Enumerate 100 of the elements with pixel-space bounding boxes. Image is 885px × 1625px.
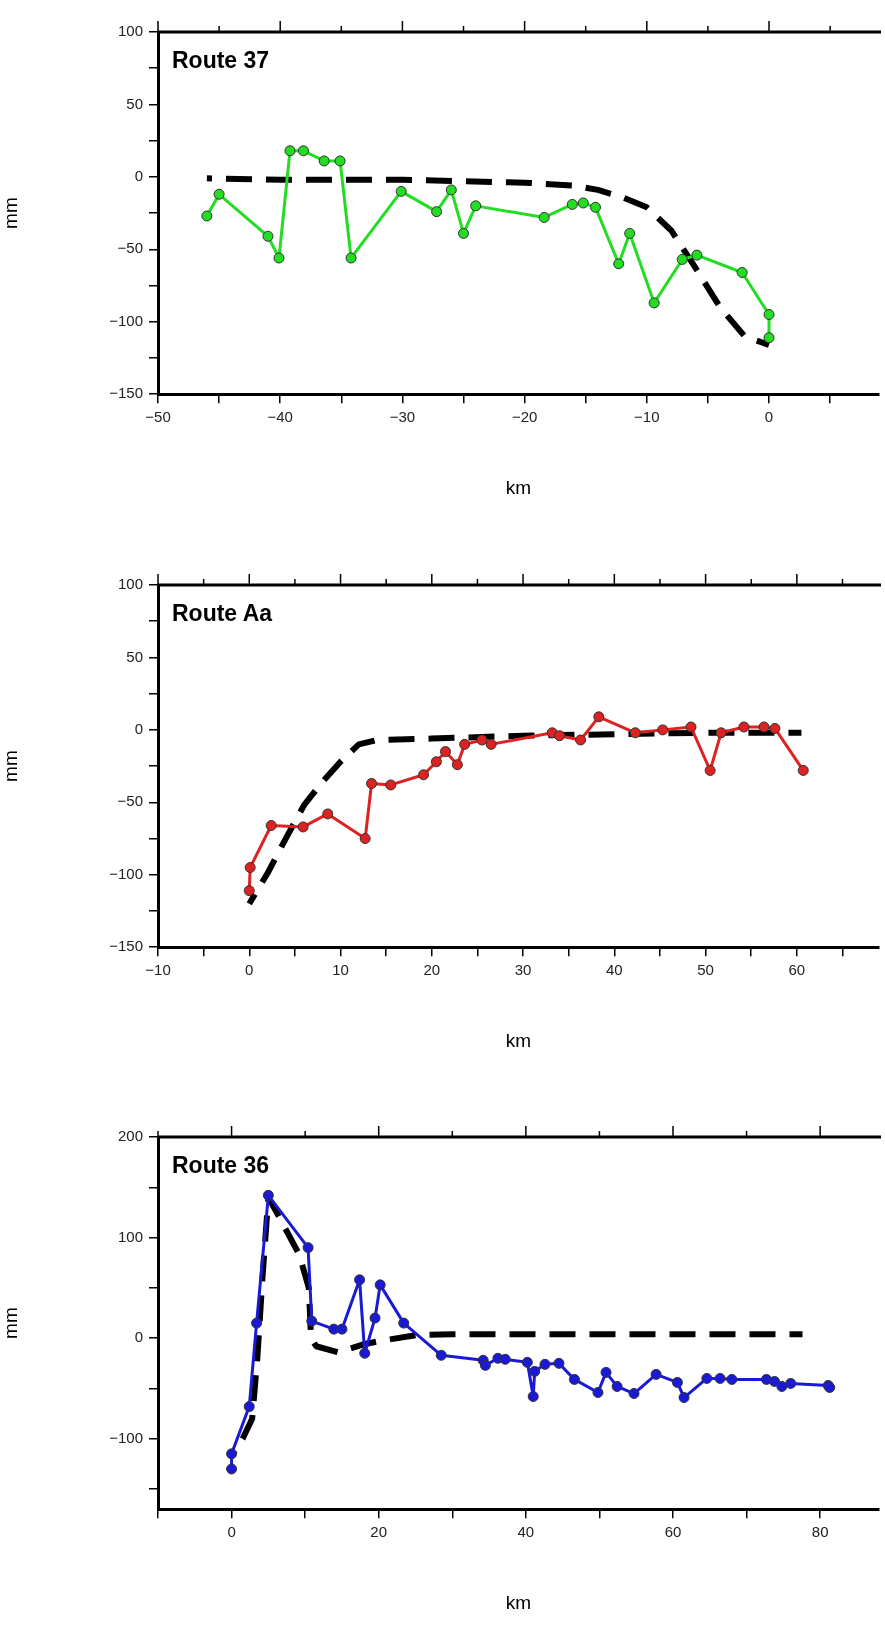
point bbox=[476, 734, 488, 746]
point bbox=[691, 249, 703, 261]
point bbox=[704, 764, 716, 776]
point bbox=[431, 206, 443, 218]
point bbox=[527, 1391, 539, 1403]
x-tick-label: 80 bbox=[811, 1523, 829, 1541]
x-tick-label: 0 bbox=[227, 1523, 236, 1541]
point bbox=[244, 862, 256, 874]
point bbox=[600, 1366, 612, 1378]
point bbox=[243, 885, 255, 897]
y-axis-title: mm bbox=[0, 1307, 21, 1339]
y-tick-label: −100 bbox=[109, 311, 143, 329]
x-tick-label: 0 bbox=[764, 408, 774, 426]
point bbox=[201, 210, 213, 222]
point bbox=[776, 1380, 788, 1392]
point bbox=[624, 227, 636, 239]
point bbox=[318, 155, 330, 167]
x-axis-title: km bbox=[505, 1029, 532, 1051]
point bbox=[262, 1189, 274, 1201]
text: Route 36 bbox=[172, 1151, 270, 1178]
point bbox=[322, 808, 334, 820]
point bbox=[593, 711, 605, 723]
x-tick-label: −10 bbox=[634, 408, 660, 426]
text: Route Aa bbox=[172, 599, 273, 626]
x-tick-label: 20 bbox=[423, 961, 441, 979]
point bbox=[306, 1315, 318, 1327]
point bbox=[251, 1317, 263, 1329]
point bbox=[499, 1353, 511, 1365]
point bbox=[451, 759, 463, 771]
y-tick-label: 50 bbox=[126, 647, 143, 665]
point bbox=[650, 1368, 662, 1380]
y-tick-label: 0 bbox=[134, 167, 143, 185]
point bbox=[521, 1356, 533, 1368]
x-tick-label: −40 bbox=[267, 408, 293, 426]
point bbox=[726, 1373, 738, 1385]
x-tick-label: 60 bbox=[664, 1523, 682, 1541]
point bbox=[369, 1312, 381, 1324]
point bbox=[479, 1359, 491, 1371]
y-tick-label: 100 bbox=[117, 1227, 143, 1245]
y-tick-label: −100 bbox=[109, 1428, 143, 1446]
point bbox=[769, 722, 781, 734]
y-tick-label: 100 bbox=[117, 22, 143, 40]
point bbox=[458, 227, 470, 239]
point bbox=[395, 185, 407, 197]
point bbox=[284, 145, 296, 157]
point bbox=[439, 746, 451, 758]
x-tick-label: −30 bbox=[389, 408, 416, 426]
point bbox=[566, 198, 578, 210]
point bbox=[629, 727, 641, 739]
point bbox=[359, 1347, 371, 1359]
point bbox=[529, 1365, 541, 1377]
point bbox=[763, 309, 775, 321]
point bbox=[336, 1323, 348, 1335]
point bbox=[676, 253, 688, 265]
point bbox=[589, 201, 601, 213]
x-tick-label: 10 bbox=[332, 961, 349, 979]
y-tick-label: 100 bbox=[117, 575, 143, 593]
y-tick-label: 0 bbox=[134, 1328, 143, 1346]
x-tick-label: 50 bbox=[697, 961, 714, 979]
point bbox=[785, 1377, 797, 1389]
point bbox=[738, 721, 750, 733]
point bbox=[418, 769, 430, 781]
point bbox=[385, 779, 397, 791]
point bbox=[657, 724, 669, 736]
point bbox=[758, 721, 770, 733]
x-tick-label: −50 bbox=[145, 408, 171, 426]
point bbox=[354, 1274, 366, 1286]
point bbox=[538, 211, 550, 223]
point bbox=[297, 145, 309, 157]
point bbox=[613, 258, 625, 270]
x-axis-title: km bbox=[505, 1591, 532, 1613]
point bbox=[577, 197, 589, 209]
point bbox=[715, 727, 727, 739]
point bbox=[714, 1372, 726, 1384]
point bbox=[273, 252, 285, 264]
point bbox=[359, 833, 371, 845]
point bbox=[797, 764, 809, 776]
point bbox=[435, 1349, 447, 1361]
point bbox=[539, 1358, 551, 1370]
point bbox=[226, 1448, 238, 1460]
x-tick-label: 0 bbox=[245, 961, 254, 979]
point bbox=[470, 200, 482, 212]
y-tick-label: −150 bbox=[109, 937, 143, 955]
point bbox=[554, 730, 566, 742]
y-axis-title: mm bbox=[0, 750, 21, 782]
y-tick-label: −50 bbox=[117, 239, 143, 257]
point bbox=[628, 1388, 640, 1400]
point bbox=[648, 297, 660, 309]
y-tick-label: 200 bbox=[117, 1127, 143, 1145]
point bbox=[265, 820, 277, 831]
point bbox=[568, 1373, 580, 1385]
y-tick-label: −150 bbox=[109, 384, 143, 402]
x-tick-label: 20 bbox=[370, 1523, 388, 1541]
point bbox=[243, 1401, 255, 1413]
point bbox=[553, 1357, 565, 1369]
y-tick-label: −100 bbox=[109, 864, 143, 882]
point bbox=[592, 1387, 604, 1399]
point bbox=[611, 1380, 623, 1392]
point bbox=[459, 738, 471, 750]
x-tick-label: 40 bbox=[605, 961, 623, 979]
